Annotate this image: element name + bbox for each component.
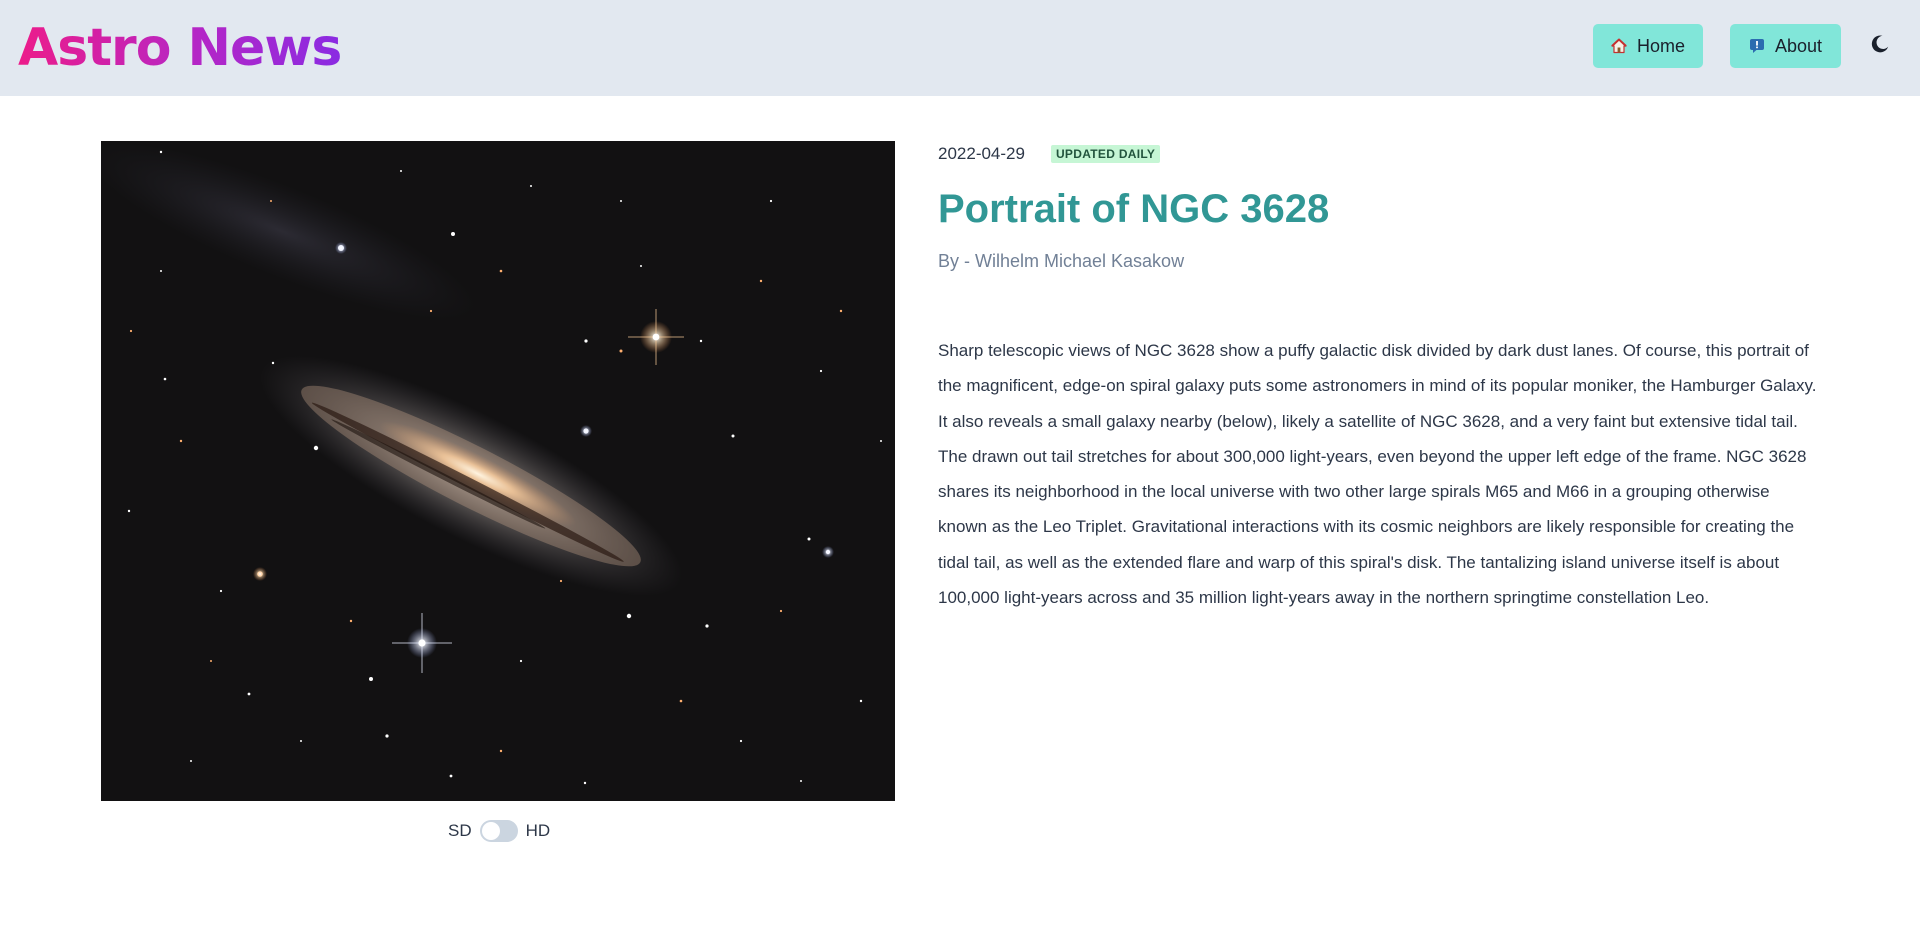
article-meta: 2022-04-29 UPDATED DAILY xyxy=(938,141,1161,167)
quality-toggle: SD HD xyxy=(448,817,550,845)
moon-icon xyxy=(1870,34,1890,59)
info-icon xyxy=(1749,38,1765,54)
site-header: Astro News Home About xyxy=(0,0,1920,96)
house-icon xyxy=(1611,38,1627,54)
sd-label: SD xyxy=(448,821,472,840)
theme-toggle-button[interactable] xyxy=(1866,32,1894,60)
status-badge: UPDATED DAILY xyxy=(1050,145,1161,163)
article-description: Sharp telescopic views of NGC 3628 show … xyxy=(938,341,1817,608)
hd-switch[interactable] xyxy=(479,820,518,842)
hd-switch-knob xyxy=(481,822,500,840)
article-date: 2022-04-29 xyxy=(938,144,1025,163)
about-button-label: About xyxy=(1774,35,1823,56)
article-title: Portrait of NGC 3628 xyxy=(938,187,1330,231)
article-author: By - Wilhelm Michael Kasakow xyxy=(938,251,1185,271)
astronomy-photo xyxy=(101,141,895,801)
home-button-label: Home xyxy=(1636,35,1685,56)
brand-logo[interactable]: Astro News xyxy=(18,18,342,78)
hd-label: HD xyxy=(525,821,551,840)
about-button[interactable]: About xyxy=(1730,24,1841,68)
home-button[interactable]: Home xyxy=(1593,24,1703,68)
